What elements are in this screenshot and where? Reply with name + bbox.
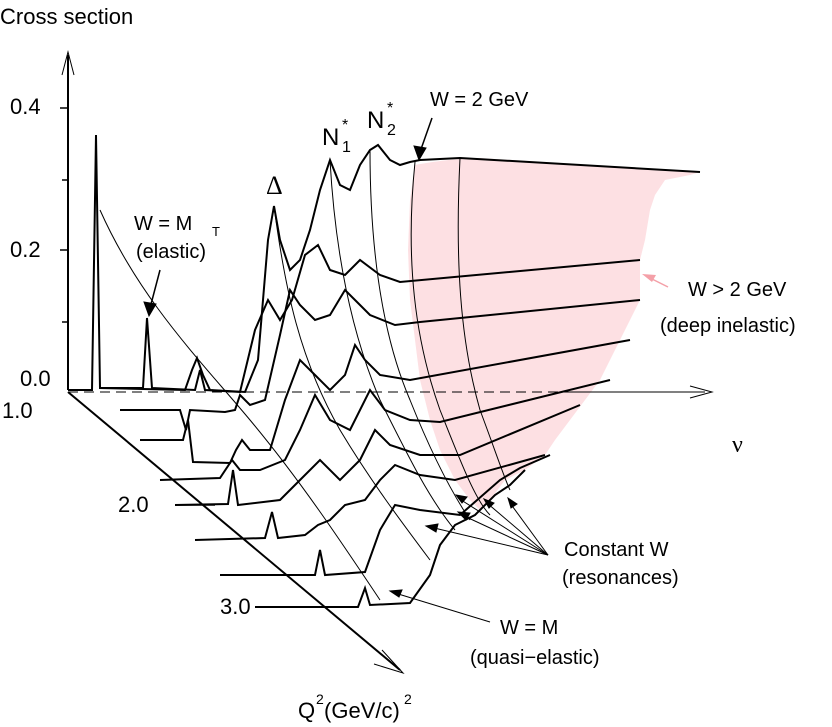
n2-resonance-label: N * 2 [367,100,396,139]
y-axis-ticks [60,107,68,323]
svg-text:2: 2 [404,691,412,707]
svg-text:Constant W: Constant W [564,539,669,561]
y-axis-title: Cross section [0,4,133,29]
svg-text:2: 2 [387,122,396,139]
q2-axis-line [67,391,401,671]
w-gt-2gev-label: W > 2 GeV (deep inelastic) [660,279,796,337]
svg-text:W = M: W = M [500,617,558,639]
svg-text:1: 1 [342,139,351,156]
w-m-quasielastic-label: W = M (quasi−elastic) [470,617,600,669]
deep-inelastic-region [408,158,700,510]
w-mt-elastic-label: W = M T (elastic) [134,213,220,263]
svg-text:W > 2 GeV: W > 2 GeV [688,279,787,301]
q2-tick-label-2: 2.0 [118,492,149,517]
svg-text:2: 2 [316,691,324,707]
svg-text:T: T [212,224,220,239]
svg-text:*: * [342,117,348,134]
w-2gev-label: W = 2 GeV [430,89,529,111]
y-axis-arrowhead [61,50,75,76]
q2-tick-label-3: 3.0 [220,594,251,619]
svg-text:(elastic): (elastic) [136,241,206,263]
q2-axis-title: Q 2 (GeV/c) 2 [298,691,412,723]
annotation-arrows [143,117,549,623]
q2-tick-label-1: 1.0 [2,398,33,423]
nu-axis-label: ν [732,432,743,458]
svg-text:N: N [322,124,339,151]
delta-resonance-label: Δ [266,171,283,200]
y-tick-0-4: 0.4 [10,94,41,119]
n1-resonance-label: N * 1 [322,117,351,156]
svg-text:W = M: W = M [134,213,192,235]
svg-text:Q: Q [298,698,315,723]
deep-inelastic-arrow [642,274,669,288]
svg-text:(quasi−elastic): (quasi−elastic) [470,647,600,669]
svg-text:(deep inelastic): (deep inelastic) [660,315,796,337]
y-tick-0-2: 0.2 [10,237,41,262]
svg-text:(resonances): (resonances) [562,567,679,589]
y-tick-0-0: 0.0 [20,366,51,391]
constant-w-label: Constant W (resonances) [562,539,679,589]
nu-axis-arrowhead [689,385,714,399]
cross-section-curves [68,134,701,608]
constant-w-lines [99,149,511,601]
svg-text:*: * [387,100,393,117]
svg-text:N: N [367,107,384,134]
svg-text:(GeV/c): (GeV/c) [324,698,400,723]
q2-axis-arrowhead [373,649,405,675]
